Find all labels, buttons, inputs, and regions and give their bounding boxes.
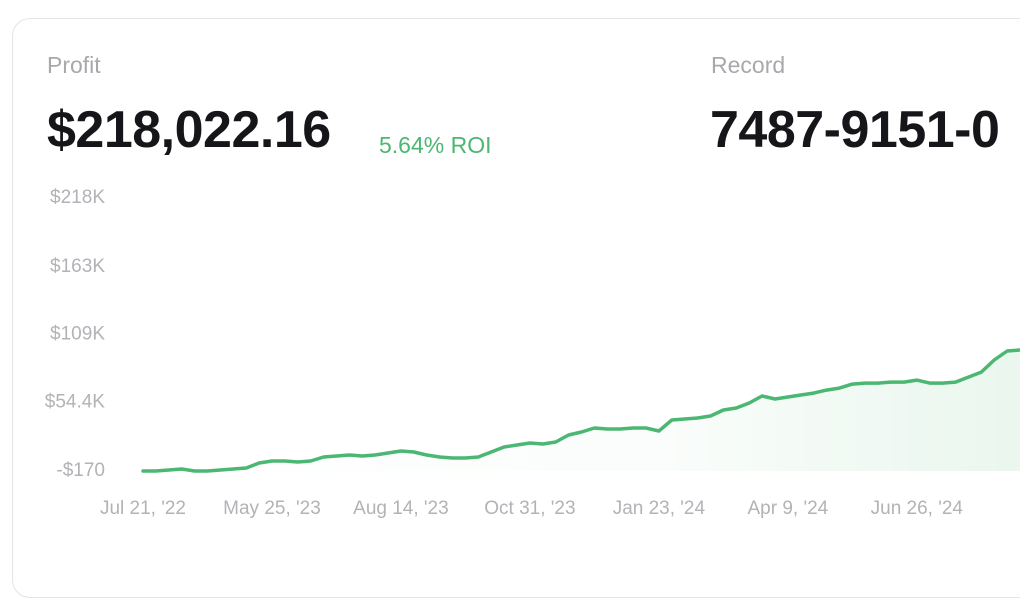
- y-tick-label: -$170: [56, 460, 105, 481]
- y-tick-label: $218K: [50, 187, 105, 208]
- profit-label: Profit: [47, 52, 101, 78]
- y-tick-label: $163K: [50, 256, 105, 277]
- area: [143, 350, 1020, 471]
- roi: 5.64% ROI: [379, 132, 492, 158]
- y-tick-label: $109K: [50, 323, 105, 344]
- x-tick-label: Oct 31, '23: [484, 498, 575, 519]
- x-tick-label: Jun 26, '24: [871, 498, 964, 519]
- x-tick-label: Aug 14, '23: [353, 498, 449, 519]
- x-tick-label: Jul 21, '22: [100, 498, 186, 519]
- x-tick-label: Jan 23, '24: [613, 498, 706, 519]
- y-tick-label: $54.4K: [45, 392, 106, 413]
- chart: -$170 $54.4K $109K $163K $218K Jul 21, '22 May…: [45, 187, 1020, 519]
- record-value: 7487-9151-0: [710, 101, 1000, 159]
- record-label: Record: [711, 52, 786, 78]
- page: Profit $218,022.16 5.64% ROI Record 7487…: [12, 18, 1020, 598]
- x-tick-label: May 25, '23: [223, 498, 321, 519]
- profit-value: $218,022.16: [47, 101, 331, 159]
- line: [141, 348, 1020, 473]
- x-tick-label: Apr 9, '24: [747, 498, 828, 519]
